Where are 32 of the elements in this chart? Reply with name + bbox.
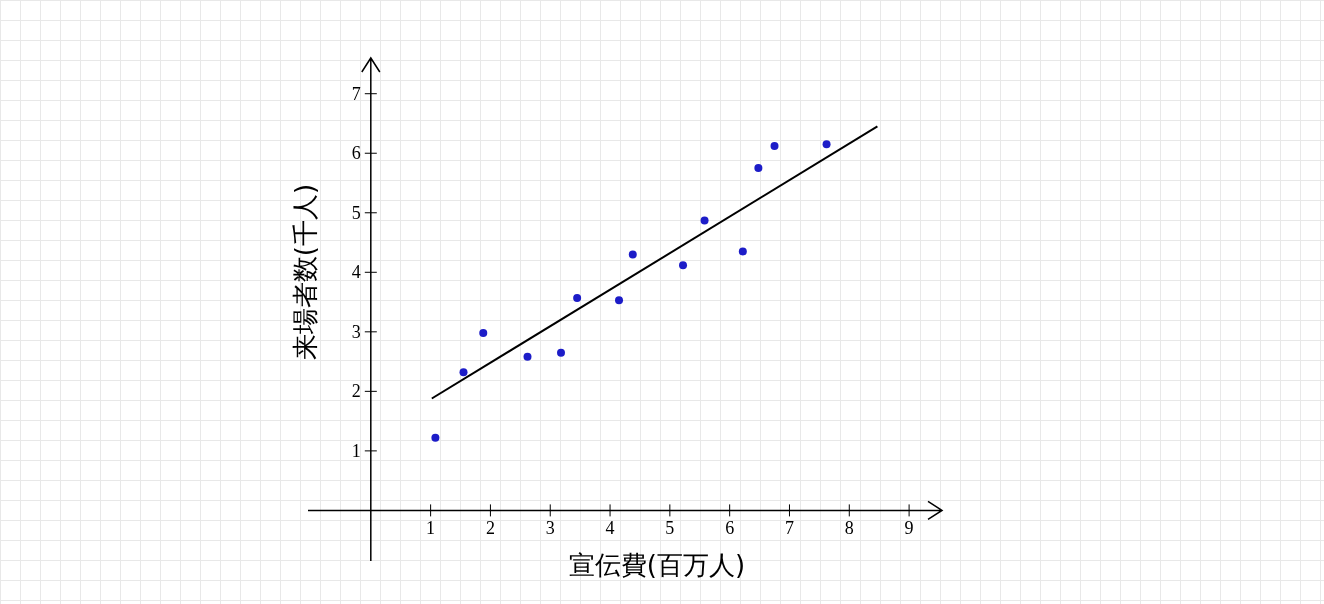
point bbox=[557, 348, 565, 357]
x-tick-label: 4 bbox=[605, 518, 615, 539]
x-tick-label: 3 bbox=[545, 518, 555, 539]
point bbox=[459, 368, 468, 377]
y-axis-title: 来場者数(千人) bbox=[288, 183, 321, 361]
point bbox=[679, 261, 688, 270]
x-tick-label: 2 bbox=[485, 518, 495, 539]
point bbox=[615, 296, 624, 305]
point bbox=[822, 140, 831, 149]
point bbox=[700, 216, 709, 225]
y-tick-label: 3 bbox=[351, 321, 361, 342]
y-tick-label: 7 bbox=[351, 83, 361, 104]
y-tick-label: 6 bbox=[351, 143, 361, 164]
point bbox=[573, 293, 582, 302]
point bbox=[479, 329, 488, 338]
point bbox=[738, 247, 747, 256]
y-tick-label: 4 bbox=[351, 262, 361, 283]
point bbox=[770, 142, 779, 151]
x-tick-label: 9 bbox=[904, 518, 914, 539]
x-tick-label: 8 bbox=[844, 518, 854, 539]
x-tick-label: 7 bbox=[784, 518, 794, 539]
x-axis-title: 宣伝費(百万人) bbox=[567, 549, 747, 582]
x-tick-label: 6 bbox=[725, 518, 735, 539]
y-tick-label: 2 bbox=[351, 381, 361, 402]
y-tick-label: 5 bbox=[351, 202, 361, 223]
point bbox=[628, 250, 637, 259]
point bbox=[754, 164, 763, 173]
x-tick-label: 1 bbox=[426, 518, 436, 539]
point bbox=[431, 433, 440, 442]
x-tick-label: 5 bbox=[665, 518, 675, 539]
y-tick-label: 1 bbox=[351, 440, 361, 461]
point bbox=[523, 352, 532, 361]
